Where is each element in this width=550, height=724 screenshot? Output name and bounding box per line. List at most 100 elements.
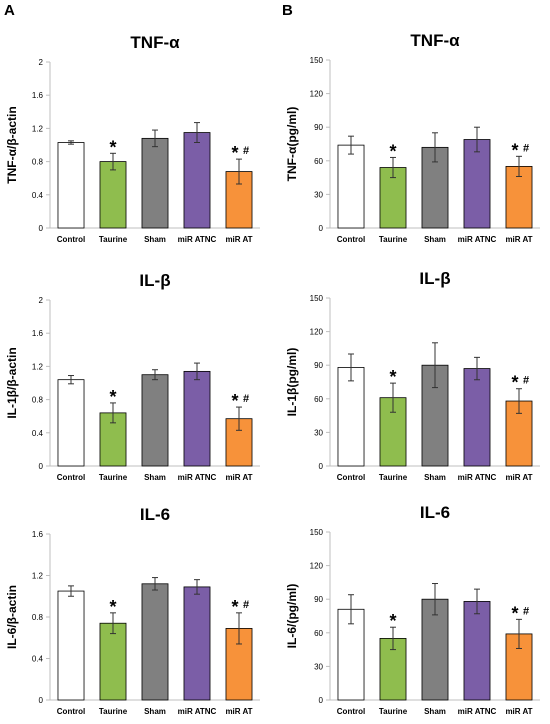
y-tick-label: 150 [310,56,324,65]
y-tick-label: 0.8 [32,158,44,167]
y-tick-label: 150 [310,294,324,303]
bar-mir-at [505,165,533,229]
bar-taurine [99,161,127,229]
significance-star: * [109,137,116,157]
x-tick-label: Taurine [379,235,408,244]
x-tick-label: miR ATNC [458,235,497,244]
x-tick-label: Sham [144,707,166,716]
x-tick-label: Control [337,235,365,244]
y-tick-label: 2 [39,296,44,305]
bar-mir-atnc [183,586,211,701]
significance-hash: # [243,145,249,157]
y-tick-label: 30 [314,662,323,671]
significance-star: * [109,597,116,617]
chart-title: IL-6 [420,503,450,522]
chart-5: IL-6 IL-6/β-actin 0 0.4 0.8 1.2 1.6 Control Taur… [5,505,260,716]
panel-label-a: A [4,2,15,19]
x-tick-label: Taurine [99,235,128,244]
y-tick-label: 0.4 [32,655,44,664]
y-tick-label: 30 [314,428,323,437]
bar-control [337,144,365,229]
x-tick-label: Taurine [99,473,128,482]
y-tick-label: 90 [314,361,323,370]
bar-mir-atnc [183,370,211,467]
bar-control [337,367,365,467]
y-tick-label: 60 [314,395,323,404]
y-tick-label: 0 [39,696,44,705]
bar-mir-atnc [183,132,211,229]
chart-2: TNF-α TNF-α(pg/ml) 0 30 60 90 120 150 Control Tau… [285,31,540,244]
y-tick-label: 0.4 [32,191,44,200]
x-tick-label: Sham [144,473,166,482]
y-tick-label: 1.2 [32,124,44,133]
x-tick-label: miR ATNC [458,707,497,716]
y-tick-label: 60 [314,157,323,166]
y-tick-label: 0.4 [32,429,44,438]
significance-star: * [231,391,238,411]
significance-hash: # [523,605,529,617]
chart-3: IL-β IL-1β/β-actin 0 0.4 0.8 1.2 1.6 2 Control Ta… [5,271,260,482]
y-tick-label: 0 [319,224,324,233]
significance-star: * [389,367,396,387]
significance-hash: # [523,142,529,154]
significance-star: * [511,373,518,393]
significance-star: * [389,141,396,161]
x-tick-label: miR AT [505,235,532,244]
y-tick-label: 90 [314,595,323,604]
y-tick-label: 60 [314,629,323,638]
bar-sham [141,583,169,701]
x-tick-label: miR AT [225,707,252,716]
x-tick-label: miR AT [225,235,252,244]
x-tick-label: Sham [424,473,446,482]
significance-star: * [389,611,396,631]
panel-label-b: B [282,2,293,19]
y-tick-label: 120 [310,328,324,337]
bar-mir-atnc [463,368,491,467]
x-tick-label: miR AT [505,707,532,716]
y-axis-label: IL-6/(pg/ml) [285,584,299,649]
bar-control [57,590,85,701]
y-tick-label: 1.2 [32,362,44,371]
x-tick-label: Control [57,235,85,244]
x-tick-label: Taurine [99,707,128,716]
x-tick-label: Control [337,473,365,482]
significance-star: * [511,140,518,160]
x-tick-label: miR AT [225,473,252,482]
y-tick-label: 2 [39,58,44,67]
bar-taurine [379,397,407,467]
x-tick-label: Sham [424,707,446,716]
bar-mir-atnc [463,139,491,229]
bar-control [57,142,85,229]
y-axis-label: IL-1β(pg/ml) [285,348,299,417]
significance-hash: # [523,375,529,387]
y-axis-label: IL-1β/β-actin [5,347,19,418]
x-tick-label: miR ATNC [178,235,217,244]
x-tick-label: Control [57,473,85,482]
x-tick-label: miR ATNC [178,473,217,482]
bar-sham [421,598,449,701]
chart-title: TNF-α [410,31,460,50]
y-tick-label: 150 [310,528,324,537]
y-tick-label: 0 [39,224,44,233]
y-tick-label: 120 [310,562,324,571]
x-tick-label: miR ATNC [458,473,497,482]
x-tick-label: Control [337,707,365,716]
y-tick-label: 0.8 [32,613,44,622]
y-tick-label: 0.8 [32,396,44,405]
y-tick-label: 1.2 [32,572,44,581]
y-tick-label: 0 [319,462,324,471]
bar-mir-atnc [463,601,491,701]
y-tick-label: 0 [319,696,324,705]
chart-title: IL-β [419,269,450,288]
x-tick-label: miR ATNC [178,707,217,716]
x-tick-label: Sham [424,235,446,244]
chart-6: IL-6 IL-6/(pg/ml) 0 30 60 90 120 150 Control Taur… [285,503,540,716]
y-tick-label: 1.6 [32,530,44,539]
chart-1: TNF-α TNF-α/β-actin 0 0.4 0.8 1.2 1.6 2 Control T… [5,33,260,244]
y-tick-label: 1.6 [32,329,44,338]
y-axis-label: TNF-α/β-actin [5,106,19,183]
x-tick-label: Control [57,707,85,716]
significance-star: * [511,603,518,623]
bar-sham [141,137,169,229]
